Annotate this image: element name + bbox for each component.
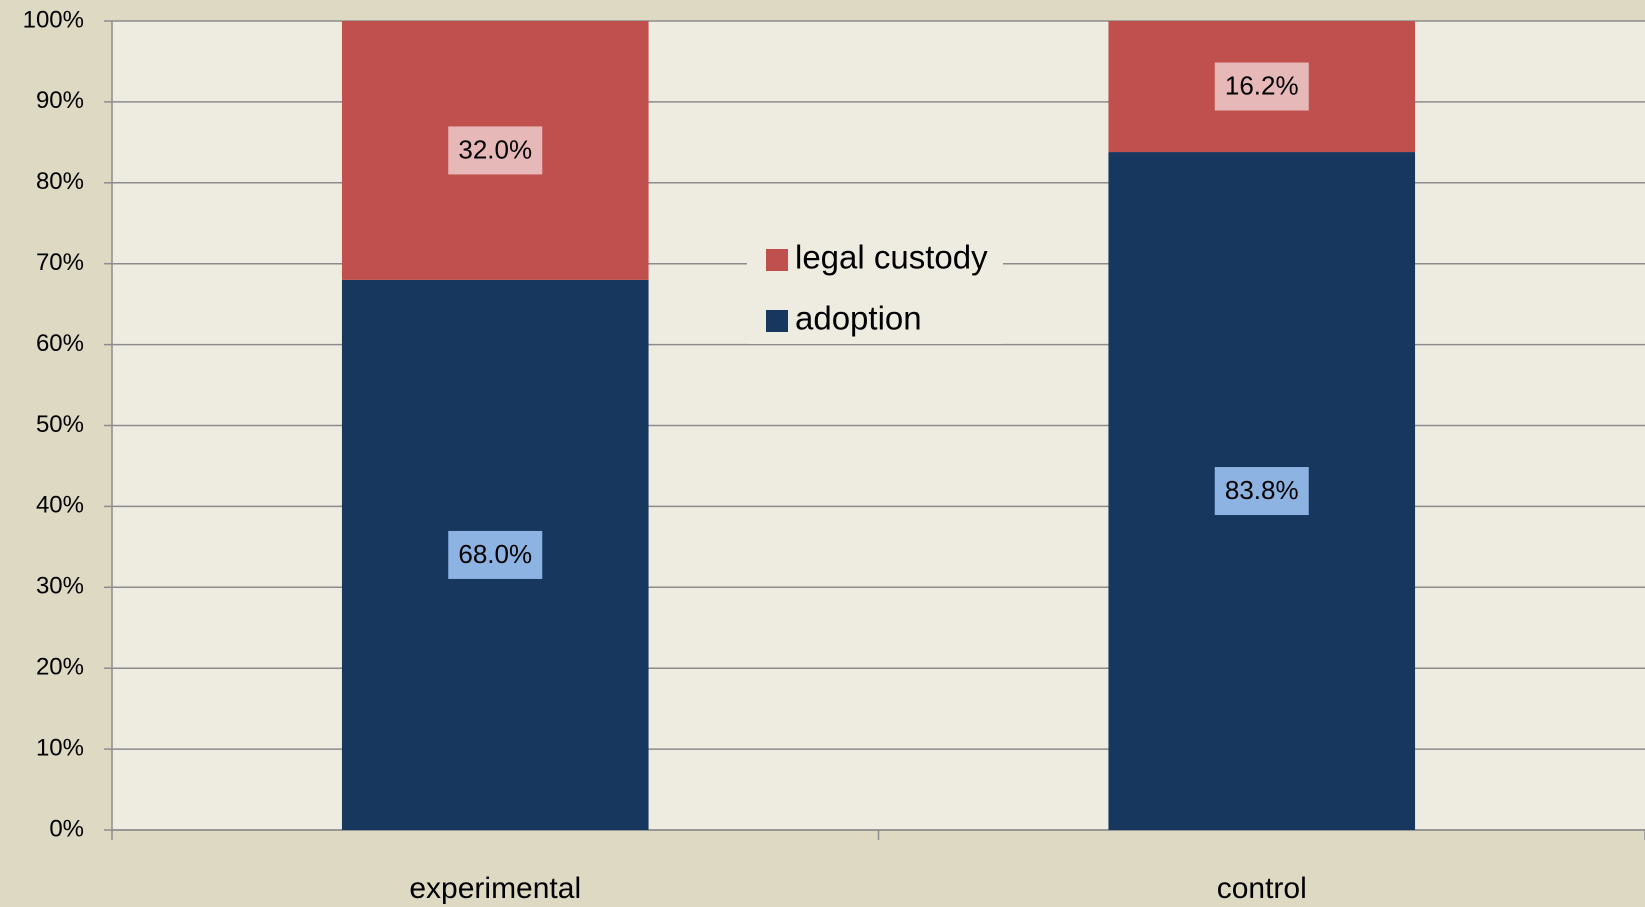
y-tick-label: 30% [36, 573, 84, 600]
value-label: 68.0% [458, 539, 532, 569]
value-label: 83.8% [1225, 475, 1299, 505]
y-tick-label: 70% [36, 249, 84, 276]
legend-swatch [766, 249, 788, 271]
y-tick-label: 0% [49, 815, 84, 842]
value-label-bg [1214, 62, 1309, 111]
legend-box [747, 239, 1003, 344]
legend-label: legal custody [795, 239, 988, 276]
value-label: 16.2% [1225, 70, 1299, 100]
x-tick-label: control [1217, 872, 1307, 905]
legend-swatch [766, 310, 788, 332]
y-tick-label: 80% [36, 168, 84, 195]
legend-label: adoption [795, 300, 922, 337]
x-tick-label: experimental [409, 872, 581, 905]
y-tick-label: 100% [23, 6, 84, 33]
y-tick-label: 60% [36, 330, 84, 357]
y-tick-label: 90% [36, 87, 84, 114]
value-label-bg [1214, 467, 1309, 516]
value-label-bg [448, 126, 543, 175]
y-tick-label: 50% [36, 411, 84, 438]
value-label-bg [448, 530, 543, 579]
y-tick-label: 10% [36, 734, 84, 761]
y-tick-label: 40% [36, 492, 84, 519]
y-tick-label: 20% [36, 654, 84, 681]
value-label: 32.0% [458, 134, 532, 164]
